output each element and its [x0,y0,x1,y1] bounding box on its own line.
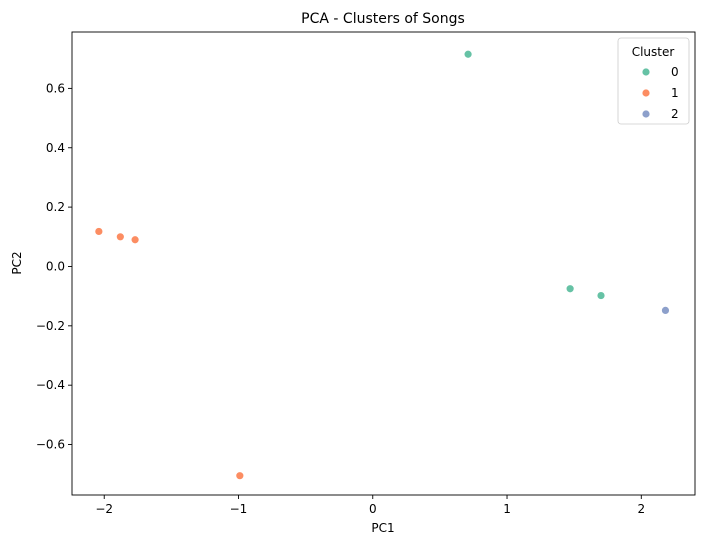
legend-box [617,37,690,125]
x-tick-label: −1 [230,502,248,516]
data-point [463,49,473,59]
legend-label: 1 [671,86,679,100]
legend-marker [641,88,651,98]
x-axis-label: PC1 [371,521,394,535]
data-point [565,284,575,294]
data-point [115,232,125,242]
x-tick-label: 0 [369,502,377,516]
y-axis-label: PC2 [10,251,24,274]
legend: Cluster 0 1 2 [617,37,690,125]
x-tick-label: 1 [503,502,511,516]
y-tick-label: 0.6 [46,81,65,95]
legend-title: Cluster [632,45,675,59]
legend-label: 2 [671,107,679,121]
data-point [94,227,104,236]
legend-label: 0 [671,65,679,79]
data-points [94,49,670,481]
y-tick-label: 0.0 [46,259,65,273]
chart-title: PCA - Clusters of Songs [301,11,465,27]
data-point [596,291,606,300]
legend-items: 0 1 2 [641,65,679,121]
x-axis: −2 −1 0 1 2 [95,495,645,516]
x-tick-label: 2 [637,502,645,516]
y-tick-label: 0.4 [46,141,65,155]
y-axis: −0.6 −0.4 −0.2 0.0 0.2 0.4 0.6 [36,81,72,452]
y-tick-label: 0.2 [46,200,65,214]
y-tick-label: −0.4 [36,378,65,392]
y-tick-label: −0.2 [36,319,65,333]
data-point [130,235,140,245]
x-tick-label: −2 [95,502,113,516]
legend-marker [641,67,651,77]
plot-area [71,31,696,496]
data-point [661,305,670,315]
y-tick-label: −0.6 [36,438,65,452]
data-point [235,471,245,481]
legend-marker [641,109,651,119]
